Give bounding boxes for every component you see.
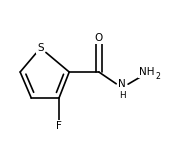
Text: H: H <box>119 91 125 100</box>
Text: NH: NH <box>139 67 155 77</box>
Text: N: N <box>118 79 126 89</box>
Text: S: S <box>37 43 44 53</box>
Text: F: F <box>56 121 62 131</box>
Text: 2: 2 <box>155 72 160 81</box>
Text: O: O <box>95 33 103 43</box>
